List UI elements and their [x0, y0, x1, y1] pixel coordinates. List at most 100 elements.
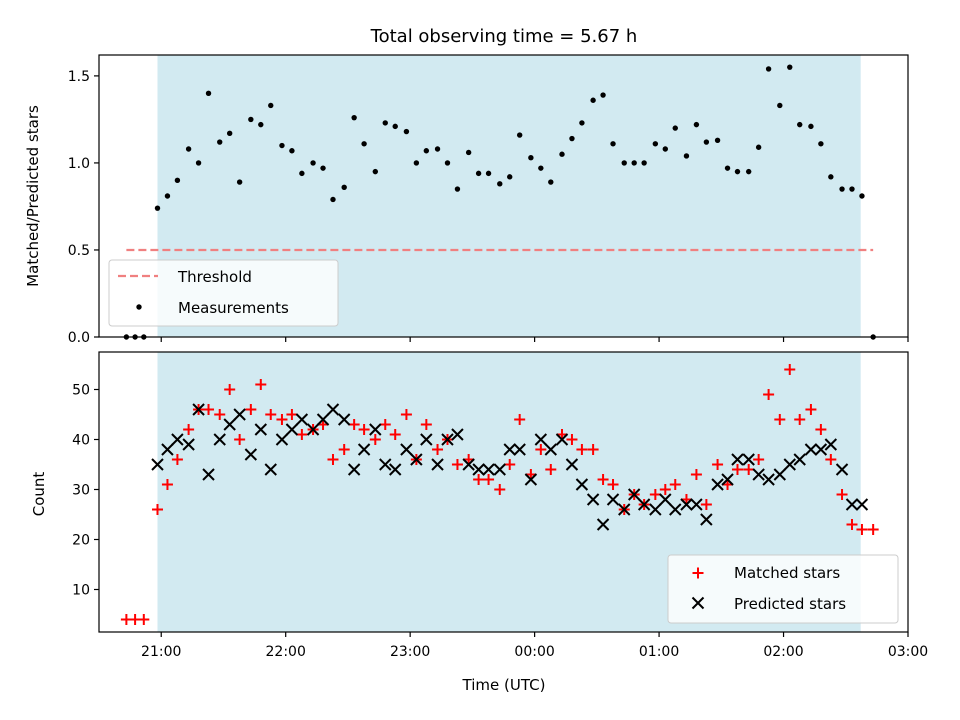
predicted-star-point [369, 423, 382, 436]
matched-star-point [379, 419, 391, 430]
measurement-point [590, 97, 596, 103]
legend-measurements-label: Measurements [178, 299, 289, 317]
predicted-star-point [151, 458, 164, 471]
bottom-y-axis-label: Count [30, 472, 48, 517]
bottom-legend: Matched stars Predicted stars [667, 554, 899, 624]
measurement-point [444, 160, 451, 166]
measurement-point [174, 177, 181, 184]
matched-star-point [784, 364, 796, 375]
measurement-point [434, 146, 441, 152]
measurement-point [258, 121, 264, 128]
matched-star-point [712, 459, 724, 470]
legend-measurements-swatch [136, 304, 142, 310]
matched-star-point [597, 474, 609, 485]
measurement-point [818, 141, 824, 147]
measurement-point [777, 102, 783, 109]
matched-star-point [286, 409, 298, 420]
predicted-star-point [565, 458, 579, 471]
measurement-point [755, 144, 762, 150]
predicted-star-point [244, 448, 258, 461]
x-tick-label: 01:00 [639, 644, 679, 660]
predicted-star-point [503, 443, 516, 456]
measurement-point [403, 128, 410, 135]
legend-matched-swatch [692, 567, 704, 579]
measurement-point [745, 168, 752, 175]
measurement-point [693, 121, 700, 128]
matched-star-point [867, 524, 879, 535]
measurement-point [454, 186, 461, 192]
measurement-point [289, 148, 295, 154]
measurement-point [797, 121, 803, 128]
measurement-point [621, 160, 627, 166]
measurement-point [217, 139, 223, 145]
measurement-point [361, 141, 367, 147]
predicted-star-point [606, 493, 620, 506]
measurement-point [392, 123, 398, 130]
matched-star-point [400, 409, 412, 420]
predicted-star-point [824, 438, 838, 451]
predicted-star-point [285, 423, 299, 436]
measurement-point [734, 168, 741, 175]
predicted-star-point [835, 463, 849, 476]
matched-star-point [138, 614, 150, 625]
measurement-point [423, 148, 430, 154]
measurement-point [714, 137, 721, 143]
top-legend: Threshold Measurements [108, 259, 339, 327]
measurement-point [859, 193, 865, 199]
matched-star-point [700, 499, 712, 510]
matched-star-point [774, 414, 786, 425]
y-tick-label: 0.0 [68, 330, 90, 346]
measurement-point [236, 179, 243, 185]
predicted-star-point [275, 433, 289, 446]
matched-star-point [171, 454, 183, 465]
predicted-star-point [804, 443, 818, 456]
predicted-star-point [347, 463, 361, 476]
matched-star-point [432, 444, 444, 455]
matched-star-point [731, 464, 743, 475]
matched-star-point [669, 479, 681, 490]
legend-box [108, 259, 339, 327]
predicted-star-point [700, 513, 713, 526]
predicted-star-point [462, 458, 475, 471]
matched-star-point [587, 444, 599, 455]
matched-star-point [856, 524, 868, 535]
predicted-star-point [233, 408, 246, 421]
measurement-point [330, 196, 336, 203]
x-tick-label: 02:00 [763, 644, 803, 660]
y-tick-label: 1.0 [68, 156, 90, 172]
measurement-point [610, 141, 616, 147]
predicted-star-point [316, 413, 330, 426]
predicted-star-point [306, 423, 320, 436]
measurement-point [320, 165, 326, 171]
predicted-star-point [254, 423, 268, 436]
predicted-star-point [192, 403, 205, 416]
measurement-point [703, 139, 710, 145]
measurement-point [497, 181, 503, 187]
top-y-axis-label: Matched/Predicted stars [24, 105, 42, 287]
x-tick-label: 23:00 [390, 644, 430, 660]
x-tick-label: 21:00 [141, 644, 181, 660]
matched-star-point [483, 474, 495, 485]
predicted-star-point [711, 478, 724, 491]
predicted-star-point [441, 433, 454, 446]
measurement-point [528, 155, 534, 161]
matched-star-point [151, 504, 163, 515]
predicted-star-point [431, 458, 444, 471]
matched-star-point [234, 434, 246, 445]
measurement-point [413, 160, 420, 166]
legend-matched-label: Matched stars [734, 564, 840, 582]
matched-star-point [203, 404, 215, 415]
count-panel: 10 20 30 40 50 21:00 22:00 23:00 00:00 01:00 02:00… [30, 351, 928, 694]
matched-star-point [420, 419, 432, 430]
predicted-star-point [669, 503, 682, 516]
predicted-star-point [451, 428, 464, 441]
predicted-star-point [627, 488, 641, 501]
measurement-point [185, 146, 192, 152]
matched-star-point [161, 479, 173, 490]
matched-star-point [846, 519, 858, 530]
matched-star-point [815, 424, 827, 435]
predicted-star-point [213, 433, 226, 446]
measurement-point [569, 135, 575, 142]
measurement-point [641, 160, 647, 166]
